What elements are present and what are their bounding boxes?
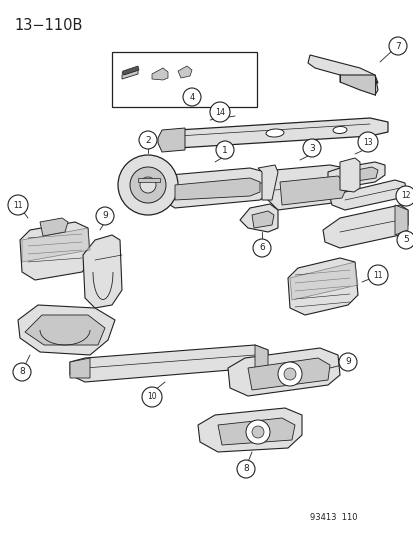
Polygon shape: [279, 176, 347, 205]
Circle shape: [302, 139, 320, 157]
Polygon shape: [339, 158, 359, 192]
Text: 14: 14: [214, 108, 224, 117]
Circle shape: [140, 177, 156, 193]
Polygon shape: [287, 258, 357, 315]
Polygon shape: [307, 55, 377, 83]
Polygon shape: [25, 315, 105, 345]
Circle shape: [142, 387, 161, 407]
Circle shape: [252, 239, 271, 257]
Polygon shape: [341, 167, 377, 183]
Polygon shape: [40, 218, 68, 236]
Text: 3: 3: [309, 143, 314, 152]
Circle shape: [8, 195, 28, 215]
Circle shape: [367, 265, 387, 285]
Text: 93413  110: 93413 110: [309, 513, 357, 522]
Polygon shape: [254, 345, 267, 370]
Circle shape: [357, 132, 377, 152]
Polygon shape: [122, 70, 138, 79]
Text: 2: 2: [145, 135, 150, 144]
Polygon shape: [197, 408, 301, 452]
Polygon shape: [70, 345, 267, 382]
Circle shape: [395, 186, 413, 206]
Polygon shape: [175, 178, 259, 200]
Text: 7: 7: [394, 42, 400, 51]
Ellipse shape: [266, 129, 283, 137]
Polygon shape: [289, 262, 357, 300]
Polygon shape: [20, 222, 90, 280]
Circle shape: [236, 460, 254, 478]
Circle shape: [245, 420, 269, 444]
Circle shape: [130, 167, 166, 203]
Text: 11: 11: [373, 271, 382, 279]
Text: 13−110B: 13−110B: [14, 18, 82, 33]
Polygon shape: [138, 178, 159, 182]
Polygon shape: [70, 358, 90, 378]
Polygon shape: [83, 235, 122, 308]
Text: 9: 9: [344, 358, 350, 367]
Circle shape: [216, 141, 233, 159]
Circle shape: [388, 37, 406, 55]
Circle shape: [283, 368, 295, 380]
Polygon shape: [218, 418, 294, 445]
Polygon shape: [247, 358, 329, 390]
Circle shape: [277, 362, 301, 386]
Text: 1: 1: [222, 146, 227, 155]
Polygon shape: [152, 68, 168, 80]
Polygon shape: [159, 168, 269, 208]
Polygon shape: [18, 305, 115, 355]
Polygon shape: [327, 162, 384, 188]
Circle shape: [209, 102, 230, 122]
Polygon shape: [240, 204, 277, 232]
Polygon shape: [394, 205, 407, 235]
Polygon shape: [257, 165, 277, 200]
Polygon shape: [252, 211, 273, 228]
Text: 13: 13: [362, 138, 372, 147]
Circle shape: [396, 231, 413, 249]
Bar: [112, 52, 256, 107]
Text: 6: 6: [259, 244, 264, 253]
Text: 10: 10: [147, 392, 157, 401]
Circle shape: [183, 88, 201, 106]
Polygon shape: [178, 66, 192, 78]
Polygon shape: [322, 205, 407, 248]
Text: 5: 5: [402, 236, 408, 245]
Circle shape: [139, 131, 157, 149]
Text: 8: 8: [242, 464, 248, 473]
Polygon shape: [22, 228, 90, 262]
Polygon shape: [267, 165, 359, 210]
Ellipse shape: [332, 126, 346, 133]
Polygon shape: [339, 75, 377, 95]
Circle shape: [96, 207, 114, 225]
Text: 12: 12: [400, 191, 410, 200]
Polygon shape: [161, 118, 387, 148]
Circle shape: [13, 363, 31, 381]
Text: 4: 4: [189, 93, 194, 101]
Text: 9: 9: [102, 212, 108, 221]
Text: 8: 8: [19, 367, 25, 376]
Circle shape: [118, 155, 178, 215]
Polygon shape: [329, 180, 405, 210]
Circle shape: [338, 353, 356, 371]
Polygon shape: [158, 128, 185, 152]
Polygon shape: [228, 348, 339, 396]
Text: 11: 11: [13, 200, 23, 209]
Circle shape: [252, 426, 263, 438]
Polygon shape: [122, 66, 139, 75]
